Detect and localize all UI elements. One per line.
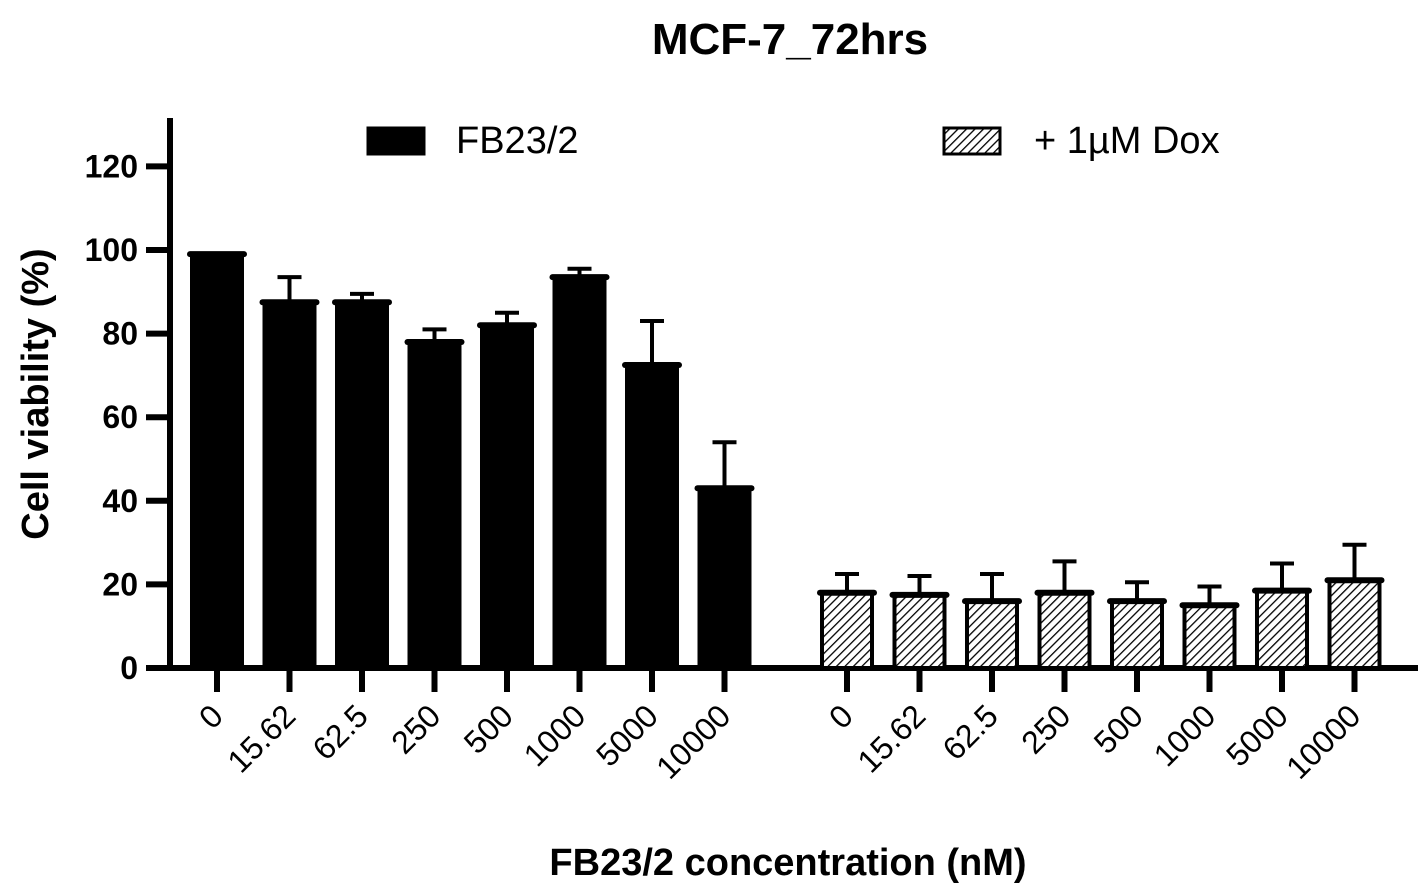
bar bbox=[190, 252, 244, 670]
y-tick-label: 40 bbox=[102, 483, 138, 519]
y-tick-label: 80 bbox=[102, 316, 138, 352]
legend-swatch-dox bbox=[942, 126, 1002, 156]
y-tick-label: 20 bbox=[102, 566, 138, 602]
bar bbox=[965, 599, 1019, 670]
bar bbox=[892, 592, 947, 670]
x-tick-label: 250 bbox=[384, 697, 447, 760]
bar bbox=[1037, 590, 1092, 671]
x-tick-label: 10000 bbox=[1279, 697, 1367, 785]
x-tick-label: 1000 bbox=[517, 697, 593, 773]
x-tick-label: 62.5 bbox=[935, 697, 1004, 766]
bar bbox=[407, 339, 462, 670]
legend-label-fb23-2: FB23/2 bbox=[456, 120, 579, 162]
bar bbox=[480, 323, 534, 670]
x-tick-label: 15.62 bbox=[850, 697, 932, 779]
x-tick-label: 10000 bbox=[649, 697, 737, 785]
y-axis-label: Cell viability (%) bbox=[15, 248, 57, 539]
legend-label-dox: + 1µM Dox bbox=[1034, 120, 1220, 162]
y-tick-label: 60 bbox=[102, 399, 138, 435]
x-tick-label: 1000 bbox=[1147, 697, 1223, 773]
bar bbox=[1182, 603, 1237, 670]
y-tick-label: 120 bbox=[85, 148, 138, 184]
bar bbox=[262, 300, 317, 670]
bar bbox=[697, 486, 752, 671]
bar bbox=[552, 275, 607, 670]
bar bbox=[335, 300, 389, 670]
x-tick-label: 500 bbox=[1087, 697, 1150, 760]
x-tick-label: 500 bbox=[457, 697, 520, 760]
x-tick-label: 0 bbox=[192, 697, 230, 735]
bar bbox=[1327, 578, 1382, 670]
y-tick-label: 100 bbox=[85, 232, 138, 268]
bar bbox=[1110, 599, 1164, 670]
x-tick-label: 250 bbox=[1014, 697, 1077, 760]
x-tick-label: 0 bbox=[822, 697, 860, 735]
bar bbox=[820, 590, 874, 671]
bar bbox=[625, 362, 679, 670]
x-axis-label: FB23/2 concentration (nM) bbox=[549, 842, 1026, 884]
legend-swatch-fb23-2 bbox=[366, 126, 426, 156]
legend: FB23/2 + 1µM Dox bbox=[366, 120, 1220, 162]
x-tick-label: 15.62 bbox=[220, 697, 302, 779]
x-tick-label: 62.5 bbox=[305, 697, 374, 766]
bar bbox=[1255, 588, 1309, 670]
chart-title: MCF-7_72hrs bbox=[652, 15, 928, 64]
y-tick-label: 0 bbox=[120, 650, 138, 686]
